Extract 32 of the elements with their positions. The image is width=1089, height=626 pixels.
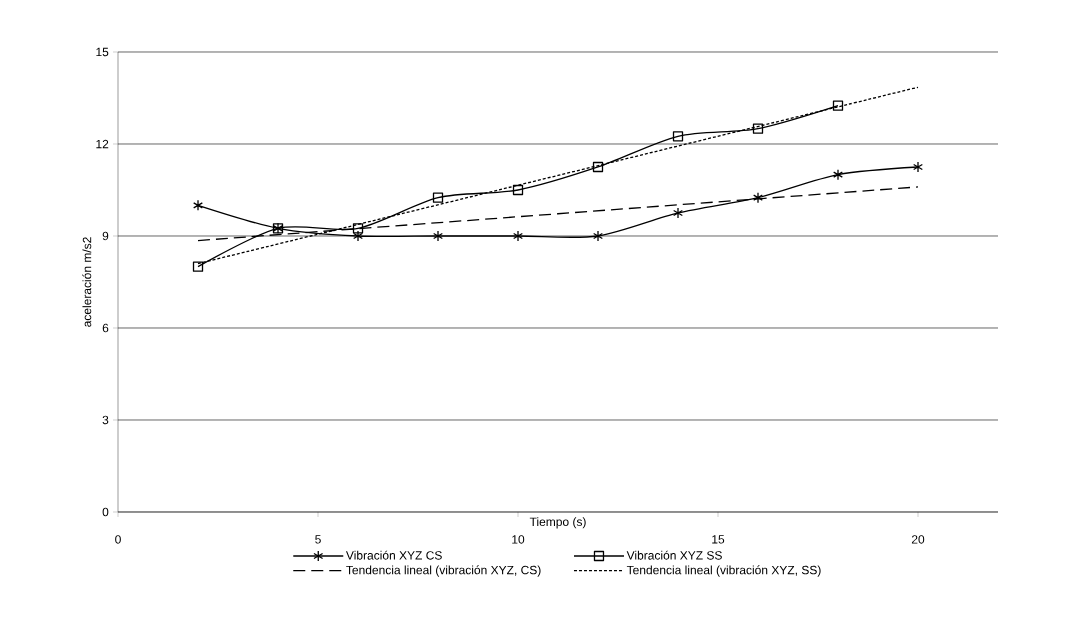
point xyxy=(433,230,443,242)
y-tick-label: 12 xyxy=(96,139,109,149)
point xyxy=(832,100,844,111)
legend-label: Tendencia lineal (vibración XYZ, SS) xyxy=(626,565,821,577)
point xyxy=(193,199,203,211)
y-tick-label: 9 xyxy=(102,231,109,241)
point xyxy=(752,123,764,134)
point xyxy=(592,161,604,173)
y-axis-title: aceleración m/s2 xyxy=(82,237,92,327)
point xyxy=(512,184,524,196)
x-tick-label: 10 xyxy=(512,535,525,544)
y-tick-label: 15 xyxy=(96,47,109,57)
legend-label: Vibración XYZ CS xyxy=(345,550,442,560)
x-tick-label: 5 xyxy=(315,535,321,544)
point xyxy=(513,230,523,242)
legend-label: Vibración XYZ SS xyxy=(626,550,722,560)
point xyxy=(913,161,923,173)
point xyxy=(192,261,204,272)
point xyxy=(753,192,763,204)
y-tick-label: 0 xyxy=(102,507,109,517)
point xyxy=(432,192,444,203)
point xyxy=(593,230,603,242)
y-tick-label: 3 xyxy=(102,415,109,425)
point xyxy=(833,169,843,181)
x-tick-label: 0 xyxy=(115,535,121,544)
x-tick-label: 15 xyxy=(712,535,725,544)
point xyxy=(672,131,684,142)
y-tick-label: 6 xyxy=(102,323,109,333)
point xyxy=(673,207,683,219)
x-axis-title: Tiempo (s) xyxy=(529,517,586,529)
x-tick-label: 20 xyxy=(911,535,925,544)
legend-label: Tendencia lineal (vibración XYZ, CS) xyxy=(346,565,541,577)
